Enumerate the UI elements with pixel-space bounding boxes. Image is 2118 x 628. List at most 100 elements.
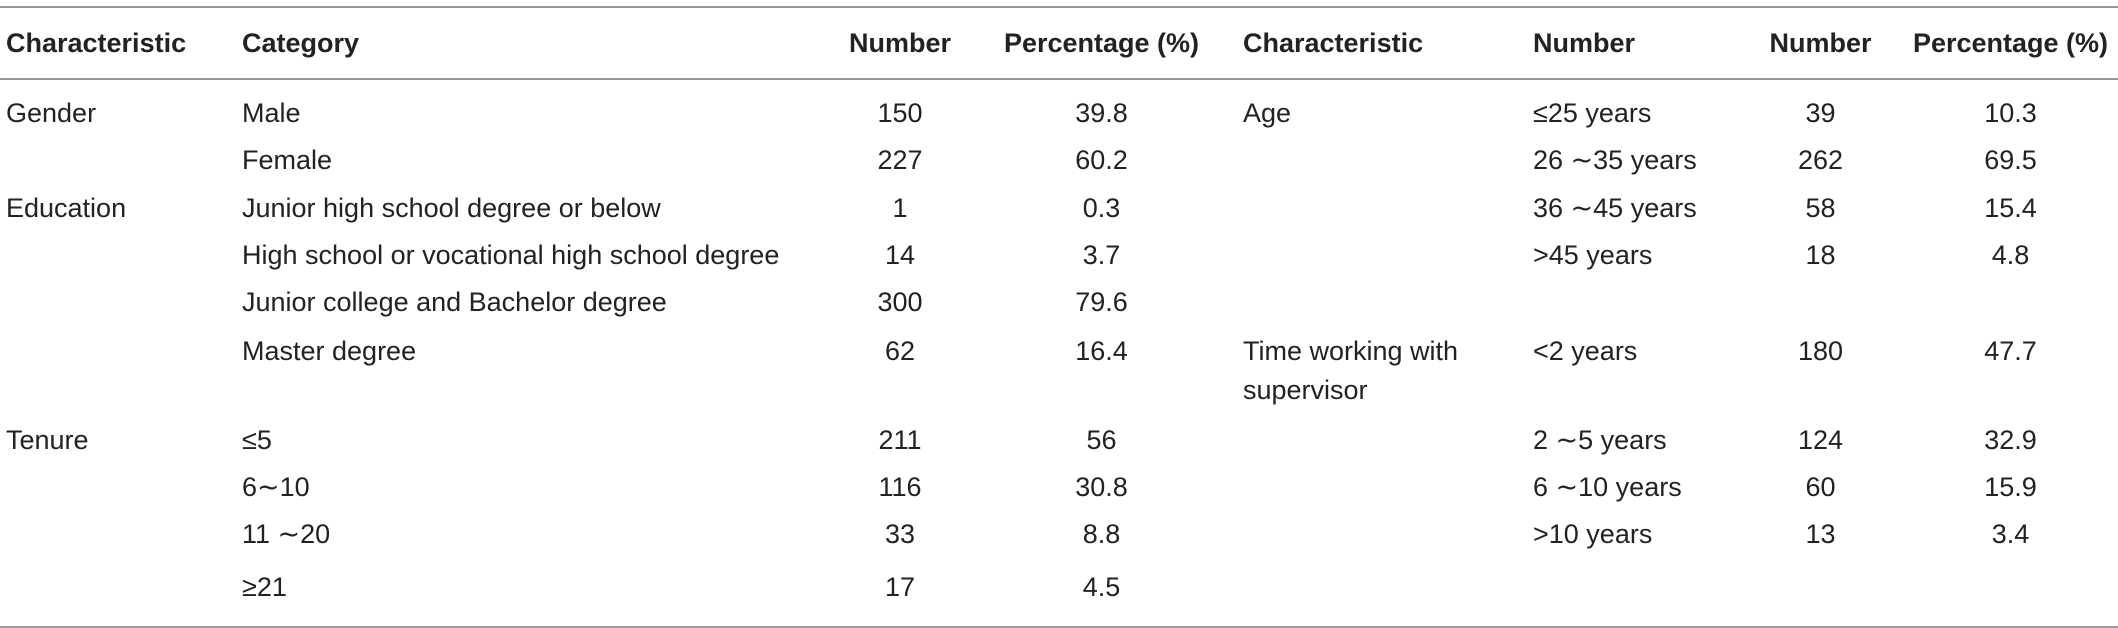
cell-percentage: 30.8 — [1075, 471, 1128, 502]
cell-percentage-2 — [1903, 279, 2118, 326]
cell-percentage: 79.6 — [1075, 287, 1128, 318]
cell-characteristic — [0, 511, 242, 558]
cell-category-2: 6 ∼10 years — [1533, 471, 1682, 502]
cell-percentage: 8.8 — [1082, 519, 1121, 550]
header-characteristic: Characteristic — [6, 27, 187, 58]
cell-category: Female — [242, 145, 333, 176]
cell-number: 116 — [878, 471, 922, 502]
cell-percentage-2: 15.4 — [1984, 192, 2037, 223]
table-row: ≥21 17 4.5 — [0, 558, 2118, 628]
cell-category-2 — [1533, 279, 1738, 326]
table-row: Junior college and Bachelor degree 300 7… — [0, 279, 2118, 326]
cell-category: Master degree — [242, 336, 417, 367]
cell-category-2: <2 years — [1533, 336, 1638, 367]
cell-category-2: 36 ∼45 years — [1533, 192, 1697, 223]
cell-characteristic-2 — [1243, 416, 1533, 463]
table-row: 6∼10 116 30.8 6 ∼10 years 60 15.9 — [0, 464, 2118, 511]
header-number-category-2: Number — [1533, 27, 1636, 58]
cell-category-2: ≤25 years — [1533, 98, 1652, 129]
cell-percentage: 3.7 — [1082, 240, 1121, 271]
cell-percentage-2: 15.9 — [1984, 471, 2037, 502]
cell-category-2 — [1533, 558, 1738, 627]
cell-percentage-2: 47.7 — [1984, 336, 2037, 367]
table-row: Female 227 60.2 26 ∼35 years 262 69.5 — [0, 137, 2118, 184]
cell-number-2: 180 — [1797, 336, 1844, 367]
cell-number: 17 — [884, 571, 916, 602]
cell-number-2: 60 — [1805, 471, 1836, 502]
table-row: Education Junior high school degree or b… — [0, 185, 2118, 232]
table-row: High school or vocational high school de… — [0, 232, 2118, 279]
cell-number-2: 262 — [1797, 145, 1844, 176]
table-header-row: Characteristic Category Number Percentag… — [0, 7, 2118, 79]
cell-category: Junior college and Bachelor degree — [242, 287, 667, 318]
cell-number: 150 — [877, 98, 923, 129]
cell-number-2: 18 — [1805, 240, 1836, 271]
cell-number-2: 39 — [1805, 98, 1836, 129]
cell-number: 211 — [878, 424, 922, 455]
cell-percentage: 39.8 — [1075, 98, 1128, 129]
cell-characteristic-2 — [1243, 464, 1533, 511]
cell-characteristic-2 — [1243, 511, 1533, 558]
cell-category: ≥21 — [242, 571, 287, 602]
header-number-2: Number — [1769, 27, 1872, 58]
cell-characteristic-2 — [1243, 558, 1533, 627]
cell-characteristic — [0, 558, 242, 627]
cell-characteristic-2: Age — [1243, 98, 1292, 129]
cell-characteristic — [0, 464, 242, 511]
cell-category-2: >45 years — [1533, 240, 1653, 271]
table-row: Gender Male 150 39.8 Age ≤25 years 39 10… — [0, 79, 2118, 137]
cell-category: Junior high school degree or below — [242, 192, 661, 223]
cell-percentage-2: 3.4 — [1991, 519, 2030, 550]
table-row: 11 ∼20 33 8.8 >10 years 13 3.4 — [0, 511, 2118, 558]
header-characteristic-2: Characteristic — [1243, 27, 1424, 58]
table-container: Characteristic Category Number Percentag… — [0, 6, 2118, 628]
cell-category: 11 ∼20 — [242, 519, 331, 550]
cell-characteristic-2 — [1243, 137, 1533, 184]
table-row: Master degree 62 16.4 Time working with … — [0, 326, 2118, 416]
cell-category: ≤5 — [242, 424, 272, 455]
cell-characteristic-2 — [1243, 232, 1533, 279]
cell-percentage: 4.5 — [1082, 571, 1121, 602]
cell-characteristic: Gender — [6, 98, 97, 129]
header-number: Number — [848, 27, 951, 58]
cell-category-2: 2 ∼5 years — [1533, 424, 1667, 455]
cell-number: 300 — [877, 287, 923, 318]
cell-characteristic — [0, 326, 242, 416]
cell-percentage-2: 10.3 — [1984, 98, 2037, 129]
cell-number-2: 58 — [1805, 192, 1836, 223]
cell-percentage: 16.4 — [1075, 336, 1128, 367]
cell-characteristic — [0, 279, 242, 326]
demographics-table: Characteristic Category Number Percentag… — [0, 6, 2118, 628]
cell-characteristic — [0, 137, 242, 184]
cell-category: 6∼10 — [242, 471, 310, 502]
cell-percentage: 60.2 — [1075, 145, 1128, 176]
cell-number: 62 — [884, 336, 916, 367]
cell-category: High school or vocational high school de… — [242, 240, 780, 271]
cell-number: 33 — [884, 519, 916, 550]
cell-percentage-2 — [1903, 558, 2118, 627]
cell-percentage-2: 4.8 — [1991, 240, 2030, 271]
cell-number-2 — [1738, 558, 1903, 627]
header-percentage-2: Percentage (%) — [1912, 27, 2109, 58]
header-category: Category — [242, 27, 360, 58]
cell-number-2 — [1738, 279, 1903, 326]
cell-number-2: 124 — [1797, 424, 1844, 455]
cell-percentage: 0.3 — [1082, 192, 1121, 223]
cell-category-2: 26 ∼35 years — [1533, 145, 1697, 176]
table-row: Tenure ≤5 211 56 2 ∼5 years 124 32.9 — [0, 416, 2118, 463]
cell-number: 227 — [877, 145, 923, 176]
cell-percentage-2: 32.9 — [1984, 424, 2037, 455]
cell-percentage: 56 — [1086, 424, 1117, 455]
cell-characteristic — [0, 232, 242, 279]
header-percentage: Percentage (%) — [1003, 27, 1200, 58]
cell-characteristic-2: Time working with supervisor — [1243, 336, 1459, 406]
cell-characteristic: Education — [6, 192, 127, 223]
cell-category: Male — [242, 98, 301, 129]
cell-category-2: >10 years — [1533, 519, 1653, 550]
cell-characteristic-2 — [1243, 185, 1533, 232]
cell-number: 1 — [892, 192, 908, 223]
cell-characteristic: Tenure — [6, 424, 89, 455]
cell-percentage-2: 69.5 — [1984, 145, 2037, 176]
cell-number-2: 13 — [1805, 519, 1836, 550]
cell-number: 14 — [884, 240, 916, 271]
